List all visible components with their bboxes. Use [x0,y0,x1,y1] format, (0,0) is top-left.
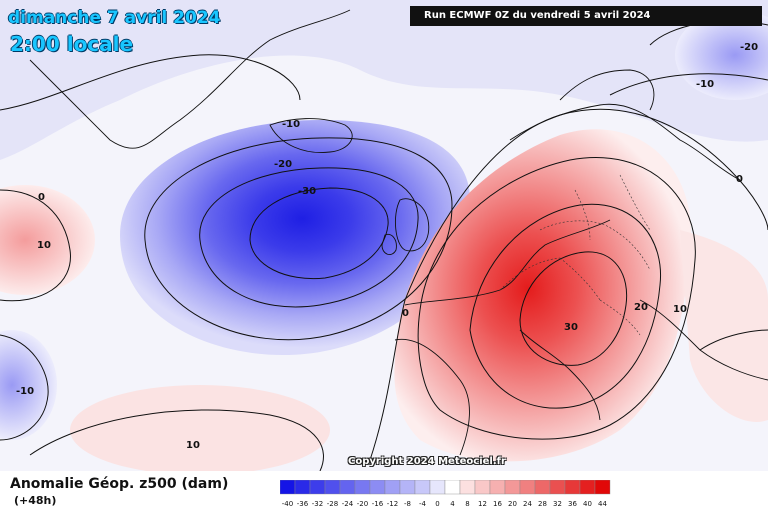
scale-tick-label: -8 [404,500,411,508]
scale-swatch [429,480,446,495]
contour-label-europe-outer: 10 [673,304,687,315]
scale-swatch [399,480,416,495]
scale-tick-label: 40 [583,500,592,508]
scale-tick-label: 28 [538,500,547,508]
contour-label-west-zero: 0 [38,192,45,203]
scale-tick-label: 16 [493,500,502,508]
scale-swatch [519,480,536,495]
europe-high [394,129,692,462]
scale-swatch [489,480,506,495]
south-positive-area [70,385,330,471]
scale-tick-label: -28 [327,500,338,508]
contour-label-south-pos: 10 [186,440,200,451]
scale-tick-label: 4 [450,500,455,508]
scale-swatch [444,480,461,495]
coastlines [29,9,768,456]
scale-tick-label: -12 [387,500,398,508]
scale-swatch [280,480,296,495]
scale-swatch [474,480,491,495]
country-borders [499,174,651,336]
scale-tick-label: 12 [478,500,487,508]
run-info-banner: Run ECMWF 0Z du vendredi 5 avril 2024 [410,6,762,26]
contour-label-low-mid: -20 [274,159,292,170]
contour-label-low-core: -30 [298,186,316,197]
scale-swatch [414,480,431,495]
scale-swatch [504,480,521,495]
scale-swatch [339,480,356,495]
scale-swatch [354,480,371,495]
north-negative-band [0,0,768,160]
scale-swatch [549,480,566,495]
scale-tick-label: -40 [282,500,293,508]
scale-tick-label: -20 [357,500,368,508]
scale-swatch [534,480,551,495]
ne-negative-area [675,10,768,100]
forecast-date: dimanche 7 avril 2024 [8,8,221,28]
map-title: Anomalie Géop. z500 (dam) [10,476,229,492]
contour-label-europe-core: 30 [564,322,578,333]
scale-tick-label: 44 [598,500,607,508]
scale-tick-label: 0 [435,500,439,508]
contour-label-ne-neg: -10 [696,79,714,90]
scale-tick-label: 8 [465,500,469,508]
scale-swatch [309,480,326,495]
contour-label-atlantic-zero: 0 [402,308,409,319]
scale-swatch [459,480,476,495]
forecast-lead: (+48h) [14,494,57,507]
copyright-text: Copyright 2024 Meteociel.fr [348,456,506,467]
contour-label-east-zero: 0 [736,174,743,185]
forecast-time: 2:00 locale [10,32,134,56]
scale-tick-label: 32 [553,500,562,508]
scale-swatch [564,480,581,495]
contour-label-europe-mid: 20 [634,302,648,313]
scale-swatch [294,480,311,495]
west-positive-area [0,185,95,295]
scale-tick-label: 36 [568,500,577,508]
scale-tick-label: -36 [297,500,309,508]
contour-lines [0,20,768,471]
scale-swatch [324,480,341,495]
scale-swatch [579,480,596,495]
scale-tick-label: -32 [312,500,323,508]
scale-swatch [369,480,386,495]
contour-label-west-pos: 10 [37,240,51,251]
contour-label-sw-neg: -10 [16,386,34,397]
scale-tick-label: -4 [419,500,427,508]
atlantic-low [120,120,470,356]
contour-label-ne-neg2: -20 [740,42,758,53]
scale-swatch [384,480,401,495]
contour-label-greenland-low: -10 [282,119,300,130]
scale-tick-label: 24 [523,500,532,508]
scale-tick-label: 20 [508,500,517,508]
scale-tick-label: -16 [372,500,384,508]
color-scale: -40 -36 -32 -28 -24 -20 -16 -12 -8 -4 0 4 8 12 16 20 24 2… [280,480,611,508]
scale-tick-label: -24 [342,500,354,508]
scale-swatch [594,480,611,495]
anomaly-map: -10 -20 -30 0 0 10 -10 10 30 20 10 0 -10… [0,0,768,471]
